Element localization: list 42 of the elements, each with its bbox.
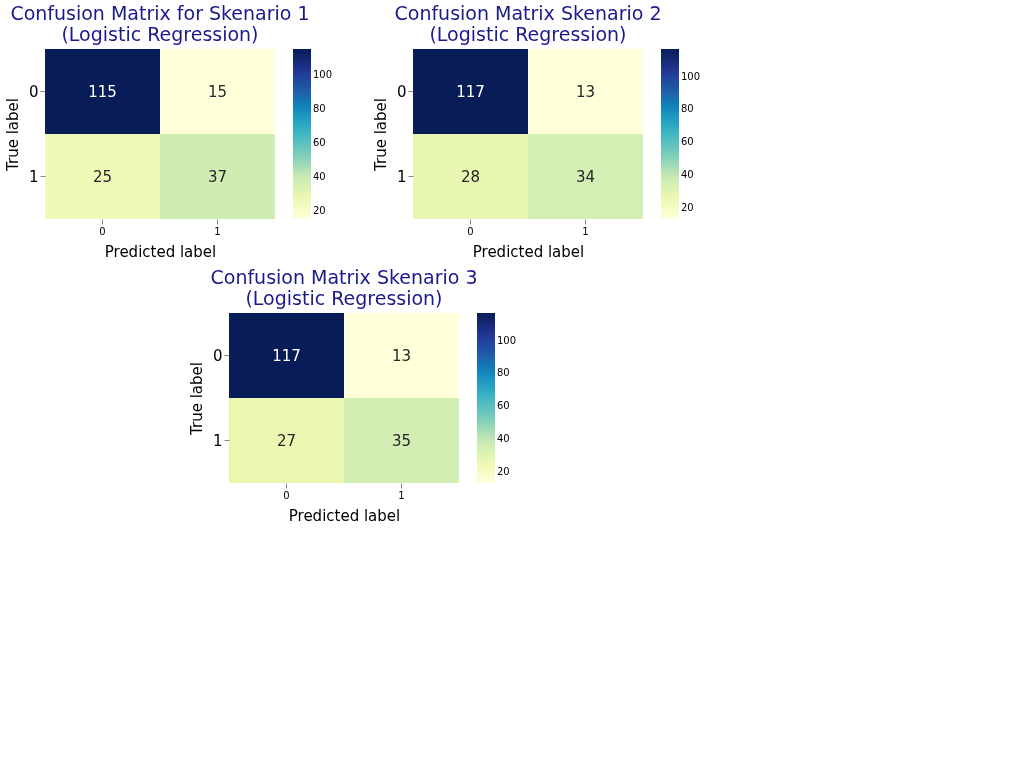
y-axis-title: True label xyxy=(3,98,22,172)
data-label: 25 xyxy=(92,167,113,186)
color-bar-label: 60 xyxy=(497,400,510,412)
data-label: 13 xyxy=(575,82,596,101)
color-bar-label: 100 xyxy=(313,68,333,80)
color-bar-label: 100 xyxy=(497,334,517,346)
chart-subtitle: (Logistic Regression) xyxy=(429,23,627,45)
y-axis-title: True label xyxy=(187,362,206,436)
data-label: 34 xyxy=(575,167,596,186)
color-bar-label: 20 xyxy=(313,204,326,216)
data-label: 117 xyxy=(456,82,485,101)
color-bar-label: 60 xyxy=(681,136,694,148)
x-tick-label: 1 xyxy=(582,225,589,237)
color-bar-label: 100 xyxy=(681,70,701,82)
data-label: 15 xyxy=(207,82,228,101)
data-label: 28 xyxy=(460,167,481,186)
color-bar-label: 60 xyxy=(313,136,326,148)
x-axis-title: Predicted label xyxy=(104,242,217,261)
chart-subtitle: (Logistic Regression) xyxy=(245,287,443,309)
data-label: 115 xyxy=(88,82,117,101)
data-label: 37 xyxy=(207,167,228,186)
chart-title: Confusion Matrix for Skenario 1 xyxy=(10,2,310,24)
color-bar-label: 40 xyxy=(681,168,694,180)
color-bar-label: 40 xyxy=(497,432,510,444)
x-tick-label: 0 xyxy=(467,225,474,237)
x-axis-title: Predicted label xyxy=(472,242,585,261)
color-bar-label: 80 xyxy=(313,102,326,114)
data-label: 35 xyxy=(391,431,412,450)
chart-title: Confusion Matrix Skenario 2 xyxy=(394,2,662,24)
y-axis-title: True label xyxy=(371,98,390,172)
data-label: 27 xyxy=(276,431,297,450)
data-label: 117 xyxy=(272,346,301,365)
color-bar-label: 20 xyxy=(497,465,510,477)
chart-subtitle: (Logistic Regression) xyxy=(61,23,259,45)
x-axis-title: Predicted label xyxy=(288,506,401,525)
color-bar-label: 40 xyxy=(313,170,326,182)
color-bar-label: 80 xyxy=(497,367,510,379)
chart-title: Confusion Matrix Skenario 3 xyxy=(210,266,478,288)
x-tick-label: 0 xyxy=(99,225,106,237)
color-bar-label: 20 xyxy=(681,201,694,213)
data-label: 13 xyxy=(391,346,412,365)
color-bar-label: 80 xyxy=(681,103,694,115)
